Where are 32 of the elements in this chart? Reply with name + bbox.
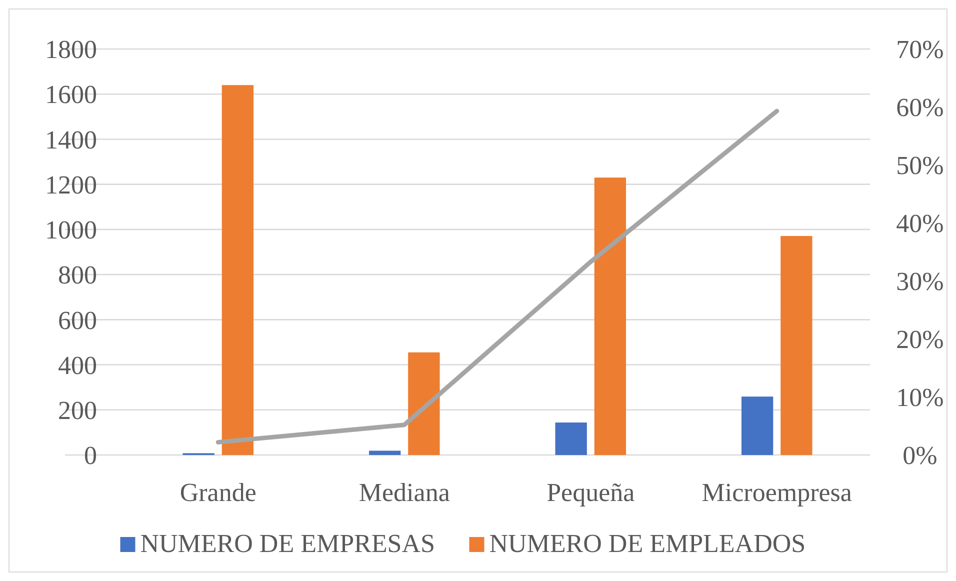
x-tick-label: Pequeña — [546, 478, 636, 507]
y2-tick-label: 60% — [896, 93, 944, 122]
y2-tick-label: 10% — [896, 383, 944, 412]
y-tick-label: 1200 — [45, 170, 97, 200]
bar — [408, 352, 440, 455]
y-tick-label: 0 — [84, 441, 97, 470]
line-series — [216, 108, 780, 444]
y2-tick-label: 0% — [902, 441, 938, 470]
y2-tick-label: 40% — [896, 209, 944, 238]
bar — [368, 450, 401, 455]
y2-tick-label: 20% — [896, 325, 944, 354]
legend-label: NUMERO DE EMPRESAS — [140, 529, 435, 558]
y-tick-label: 400 — [58, 350, 97, 380]
bar — [780, 236, 812, 455]
x-tick-label: Mediana — [358, 478, 450, 507]
y2-tick-label: 70% — [896, 35, 944, 64]
bar — [594, 178, 626, 455]
legend-label: NUMERO DE EMPLEADOS — [489, 529, 806, 558]
y2-tick-label: 50% — [896, 151, 944, 180]
bar — [555, 422, 587, 455]
y-tick-label: 600 — [58, 306, 97, 335]
y-tick-label: 200 — [58, 396, 97, 425]
y-tick-label: 1800 — [45, 35, 97, 64]
x-tick-label: Microempresa — [702, 478, 852, 507]
y-tick-label: 1000 — [45, 216, 97, 245]
y-tick-label: 800 — [58, 260, 97, 290]
x-tick-label: Grande — [180, 478, 256, 507]
y-tick-label: 1400 — [45, 125, 97, 154]
bar — [741, 396, 774, 455]
y2-tick-label: 30% — [896, 267, 944, 296]
bar — [222, 85, 254, 455]
y-tick-label: 1600 — [45, 80, 97, 110]
